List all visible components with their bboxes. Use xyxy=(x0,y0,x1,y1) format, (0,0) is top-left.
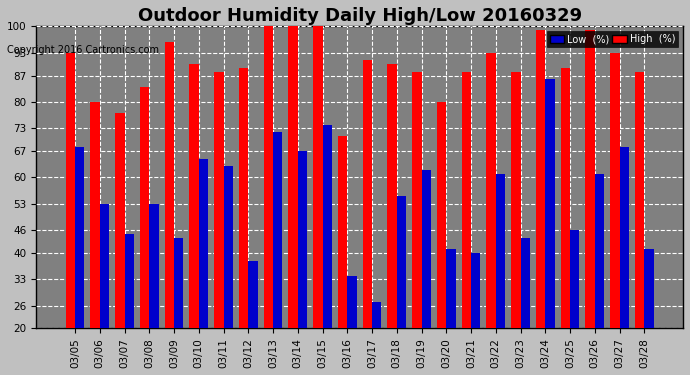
Bar xyxy=(560,68,570,375)
Bar xyxy=(115,113,125,375)
Bar xyxy=(520,238,530,375)
Bar xyxy=(224,166,233,375)
Bar xyxy=(644,249,653,375)
Bar xyxy=(338,136,347,375)
Bar xyxy=(66,53,75,375)
Bar xyxy=(496,174,505,375)
Bar xyxy=(90,102,100,375)
Bar xyxy=(511,72,520,375)
Bar xyxy=(347,276,357,375)
Bar xyxy=(140,87,149,375)
Bar xyxy=(620,147,629,375)
Bar xyxy=(462,72,471,375)
Bar xyxy=(585,30,595,375)
Bar xyxy=(570,230,580,375)
Bar xyxy=(165,42,174,375)
Bar xyxy=(363,60,372,375)
Text: Copyright 2016 Cartronics.com: Copyright 2016 Cartronics.com xyxy=(7,45,159,55)
Bar xyxy=(397,196,406,375)
Bar xyxy=(174,238,184,375)
Bar xyxy=(199,159,208,375)
Bar xyxy=(372,302,382,375)
Bar xyxy=(635,72,644,375)
Bar xyxy=(239,68,248,375)
Bar xyxy=(422,170,431,375)
Bar xyxy=(149,204,159,375)
Bar xyxy=(288,27,298,375)
Bar xyxy=(446,249,455,375)
Bar xyxy=(486,53,496,375)
Bar xyxy=(214,72,224,375)
Bar xyxy=(536,30,545,375)
Bar xyxy=(248,261,258,375)
Bar xyxy=(273,132,282,375)
Bar xyxy=(437,102,446,375)
Bar xyxy=(322,124,332,375)
Bar xyxy=(298,151,307,375)
Bar xyxy=(313,27,322,375)
Bar xyxy=(387,64,397,375)
Bar xyxy=(471,253,480,375)
Bar xyxy=(100,204,109,375)
Bar xyxy=(412,72,422,375)
Bar xyxy=(125,234,134,375)
Bar xyxy=(610,53,620,375)
Bar xyxy=(75,147,84,375)
Title: Outdoor Humidity Daily High/Low 20160329: Outdoor Humidity Daily High/Low 20160329 xyxy=(137,7,582,25)
Bar xyxy=(595,174,604,375)
Bar xyxy=(264,27,273,375)
Legend: Low  (%), High  (%): Low (%), High (%) xyxy=(546,32,678,47)
Bar xyxy=(545,80,555,375)
Bar xyxy=(190,64,199,375)
